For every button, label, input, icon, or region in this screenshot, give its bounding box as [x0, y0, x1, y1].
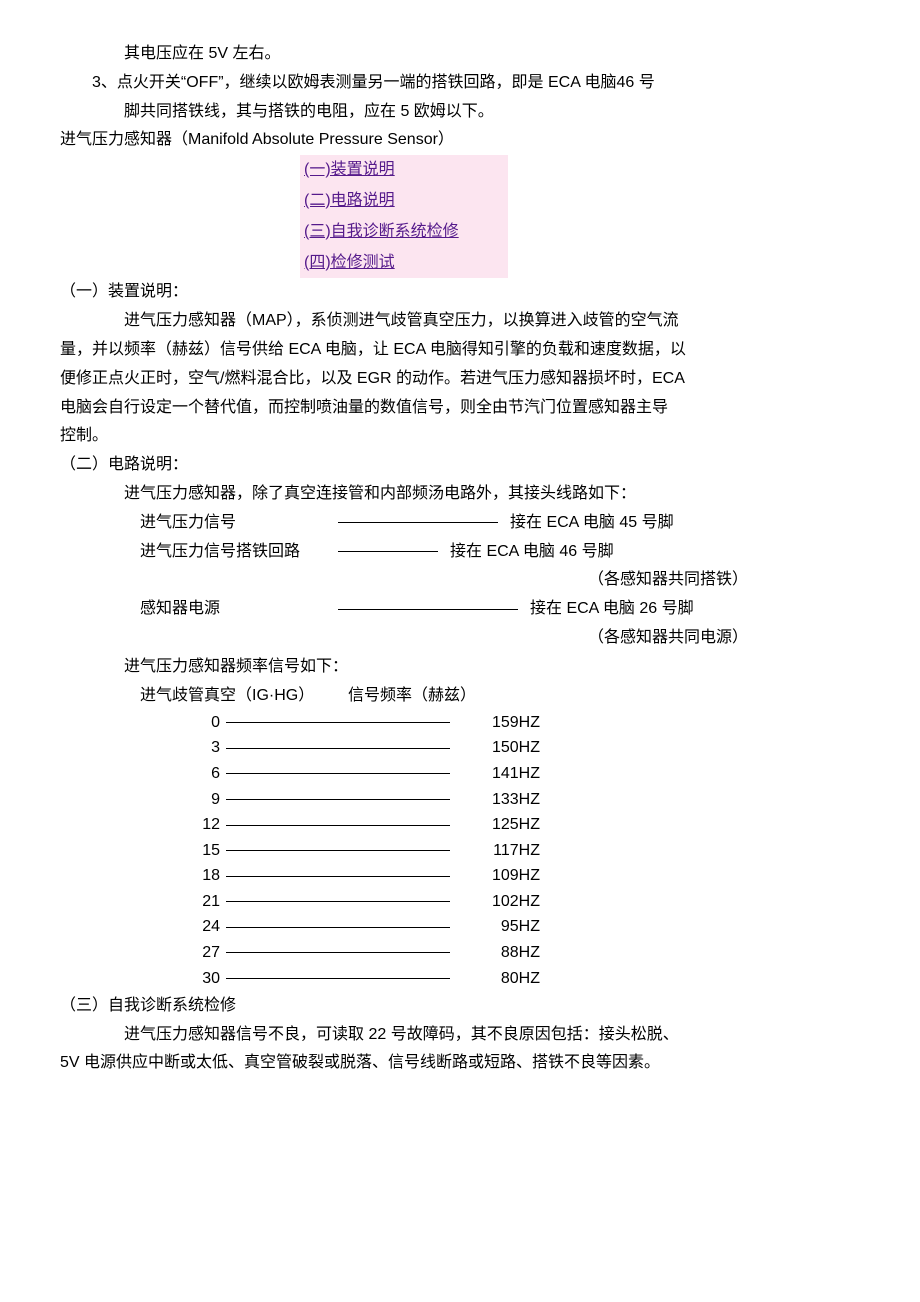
circuit-row: 感知器电源 接在 ECA 电脑 26 号脚: [140, 595, 860, 624]
freq-col-2: 信号频率（赫兹）: [348, 682, 476, 711]
circuit-row: 进气压力信号 接在 ECA 电脑 45 号脚: [140, 509, 860, 538]
section-1-p5: 控制。: [60, 422, 860, 451]
freq-vacuum: 21: [172, 888, 226, 917]
section-1-p1: 进气压力感知器（MAP），系侦测进气歧管真空压力，以换算进入歧管的空气流: [60, 307, 860, 336]
freq-hz: 141HZ: [450, 760, 540, 789]
section-3-p2: 5V 电源供应中断或太低、真空管破裂或脱落、信号线断路或短路、搭铁不良等因素。: [60, 1049, 860, 1078]
freq-col-1: 进气歧管真空（IG·HG）: [140, 682, 348, 711]
freq-hz: 102HZ: [450, 888, 540, 917]
freq-line: [226, 799, 450, 801]
freq-line: [226, 748, 450, 750]
freq-line: [226, 927, 450, 929]
section-3-heading: （三）自我诊断系统检修: [60, 992, 860, 1021]
freq-hz: 159HZ: [450, 709, 540, 738]
freq-vacuum: 18: [172, 862, 226, 891]
circuit-line: [338, 551, 438, 553]
freq-row: 12 125HZ: [172, 813, 860, 839]
freq-vacuum: 15: [172, 837, 226, 866]
toc-item-1[interactable]: (一)装置说明: [300, 155, 508, 186]
page-title: 进气压力感知器（Manifold Absolute Pressure Senso…: [60, 126, 860, 155]
toc-item-2[interactable]: (二)电路说明: [300, 186, 508, 217]
freq-hz: 133HZ: [450, 786, 540, 815]
freq-table: 0159HZ3150HZ6141HZ9133HZ12125HZ15117HZ18…: [172, 710, 860, 992]
section-1-p4: 电脑会自行设定一个替代值，而控制喷油量的数值信号，则全由节汽门位置感知器主导: [60, 394, 860, 423]
freq-hz: 125HZ: [450, 811, 540, 840]
freq-line: [226, 825, 450, 827]
freq-hz: 117HZ: [450, 837, 540, 866]
circuit-line: [338, 609, 518, 611]
freq-vacuum: 27: [172, 939, 226, 968]
freq-vacuum: 3: [172, 734, 226, 763]
circuit-table: 进气压力信号接在 ECA 电脑 45 号脚进气压力信号搭铁回路接在 ECA 电脑…: [140, 509, 860, 653]
freq-line: [226, 876, 450, 878]
section-2-heading: （二）电路说明：: [60, 451, 860, 480]
intro-line-1: 其电压应在 5V 左右。: [60, 40, 860, 69]
freq-row: 18 109HZ: [172, 864, 860, 890]
circuit-label: 感知器电源: [140, 595, 332, 624]
circuit-note: （各感知器共同电源）: [140, 624, 860, 653]
freq-line: [226, 952, 450, 954]
freq-row: 30 80HZ: [172, 966, 860, 992]
freq-row: 0 159HZ: [172, 710, 860, 736]
freq-hz: 80HZ: [450, 965, 540, 994]
freq-table-header: 进气歧管真空（IG·HG） 信号频率（赫兹）: [140, 682, 860, 711]
circuit-label: 进气压力信号: [140, 509, 332, 538]
freq-row: 27 88HZ: [172, 941, 860, 967]
circuit-dest: 接在 ECA 电脑 46 号脚: [444, 538, 614, 567]
section-2-p1: 进气压力感知器，除了真空连接管和内部频汤电路外，其接头线路如下：: [60, 480, 860, 509]
circuit-row: 进气压力信号搭铁回路 接在 ECA 电脑 46 号脚: [140, 538, 860, 567]
section-3-p1: 进气压力感知器信号不良，可读取 22 号故障码，其不良原因包括：接头松脱、: [60, 1021, 860, 1050]
freq-row: 21 102HZ: [172, 889, 860, 915]
circuit-line: [338, 522, 498, 524]
freq-vacuum: 30: [172, 965, 226, 994]
freq-row: 15 117HZ: [172, 838, 860, 864]
toc-item-4[interactable]: (四)检修测试: [300, 248, 508, 279]
freq-row: 9 133HZ: [172, 787, 860, 813]
freq-line: [226, 722, 450, 724]
section-1-p3: 便修正点火正时，空气/燃料混合比，以及 EGR 的动作。若进气压力感知器损坏时，…: [60, 365, 860, 394]
freq-vacuum: 9: [172, 786, 226, 815]
freq-vacuum: 12: [172, 811, 226, 840]
freq-vacuum: 24: [172, 913, 226, 942]
freq-hz: 150HZ: [450, 734, 540, 763]
freq-line: [226, 850, 450, 852]
circuit-label: 进气压力信号搭铁回路: [140, 538, 332, 567]
toc-item-3[interactable]: (三)自我诊断系统检修: [300, 217, 508, 248]
toc-list: (一)装置说明 (二)电路说明 (三)自我诊断系统检修 (四)检修测试: [300, 155, 508, 278]
freq-heading: 进气压力感知器频率信号如下：: [60, 653, 860, 682]
freq-hz: 95HZ: [450, 913, 540, 942]
circuit-note: （各感知器共同搭铁）: [140, 566, 860, 595]
freq-row: 6 141HZ: [172, 762, 860, 788]
intro-line-3: 脚共同搭铁线，其与搭铁的电阻，应在 5 欧姆以下。: [60, 98, 860, 127]
freq-hz: 109HZ: [450, 862, 540, 891]
circuit-dest: 接在 ECA 电脑 45 号脚: [504, 509, 674, 538]
freq-vacuum: 6: [172, 760, 226, 789]
freq-line: [226, 978, 450, 980]
section-1-heading: （一）装置说明：: [60, 278, 860, 307]
freq-hz: 88HZ: [450, 939, 540, 968]
freq-line: [226, 773, 450, 775]
freq-row: 3 150HZ: [172, 736, 860, 762]
intro-line-2: 3、点火开关“OFF”，继续以欧姆表测量另一端的搭铁回路，即是 ECA 电脑46…: [60, 69, 860, 98]
freq-line: [226, 901, 450, 903]
freq-vacuum: 0: [172, 709, 226, 738]
section-1-p2: 量，并以频率（赫兹）信号供给 ECA 电脑，让 ECA 电脑得知引擎的负载和速度…: [60, 336, 860, 365]
freq-row: 24 95HZ: [172, 915, 860, 941]
circuit-dest: 接在 ECA 电脑 26 号脚: [524, 595, 694, 624]
